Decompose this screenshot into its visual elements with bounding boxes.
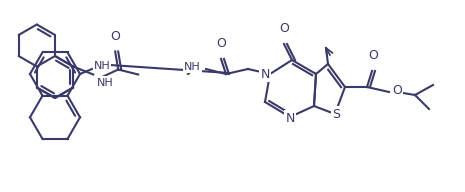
Text: O: O — [368, 49, 378, 62]
Text: O: O — [216, 37, 226, 50]
Text: N: N — [260, 68, 270, 80]
Text: O: O — [392, 84, 402, 98]
Text: NH: NH — [93, 61, 110, 71]
Text: O: O — [110, 31, 120, 44]
Text: S: S — [332, 108, 340, 121]
Text: O: O — [279, 22, 289, 35]
Text: NH: NH — [97, 78, 114, 88]
Text: N: N — [286, 112, 295, 124]
Text: NH: NH — [184, 62, 201, 72]
